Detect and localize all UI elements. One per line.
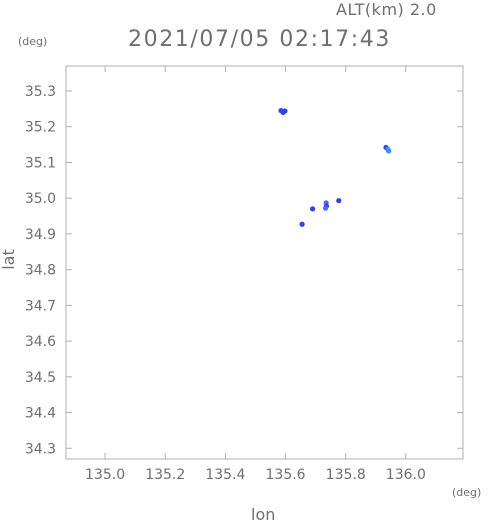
x-tick-label: 135.6 bbox=[266, 467, 306, 483]
y-tick-label: 34.3 bbox=[25, 441, 56, 457]
y-tick-label: 34.6 bbox=[25, 334, 56, 350]
y-tick-label: 34.4 bbox=[25, 406, 56, 422]
echo-point bbox=[386, 148, 392, 154]
x-axis-label: lon bbox=[251, 505, 276, 524]
y-tick-label: 34.7 bbox=[25, 298, 56, 314]
x-tick-label: 135.0 bbox=[85, 467, 125, 483]
altitude-label: ALT(km) 2.0 bbox=[336, 0, 437, 19]
y-tick-label: 35.1 bbox=[25, 155, 56, 171]
y-tick-label: 34.5 bbox=[25, 370, 56, 386]
echo-point bbox=[280, 109, 286, 116]
echo-point bbox=[336, 198, 342, 204]
y-tick-label: 34.9 bbox=[25, 227, 56, 243]
x-tick-label: 135.4 bbox=[205, 467, 245, 483]
plot-frame bbox=[65, 65, 464, 460]
x-tick-label: 135.8 bbox=[326, 467, 366, 483]
x-axis-unit: (deg) bbox=[452, 486, 482, 499]
x-tick-label: 136.0 bbox=[386, 467, 426, 483]
x-tick-label: 135.2 bbox=[145, 467, 185, 483]
y-tick-label: 35.0 bbox=[25, 191, 56, 207]
echo-point bbox=[310, 206, 316, 212]
y-tick-label: 35.2 bbox=[25, 120, 56, 136]
echo-point bbox=[322, 205, 329, 211]
y-axis-unit: (deg) bbox=[18, 35, 48, 48]
timestamp-title: 2021/07/05 02:17:43 bbox=[128, 27, 392, 52]
y-tick-label: 35.3 bbox=[25, 84, 56, 100]
y-tick-label: 34.8 bbox=[25, 263, 56, 279]
echo-point bbox=[299, 221, 305, 227]
